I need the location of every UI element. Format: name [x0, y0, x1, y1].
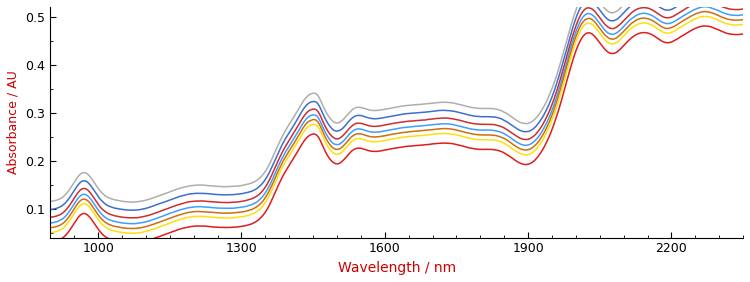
Y-axis label: Absorbance / AU: Absorbance / AU [7, 70, 20, 174]
X-axis label: Wavelength / nm: Wavelength / nm [338, 261, 456, 275]
